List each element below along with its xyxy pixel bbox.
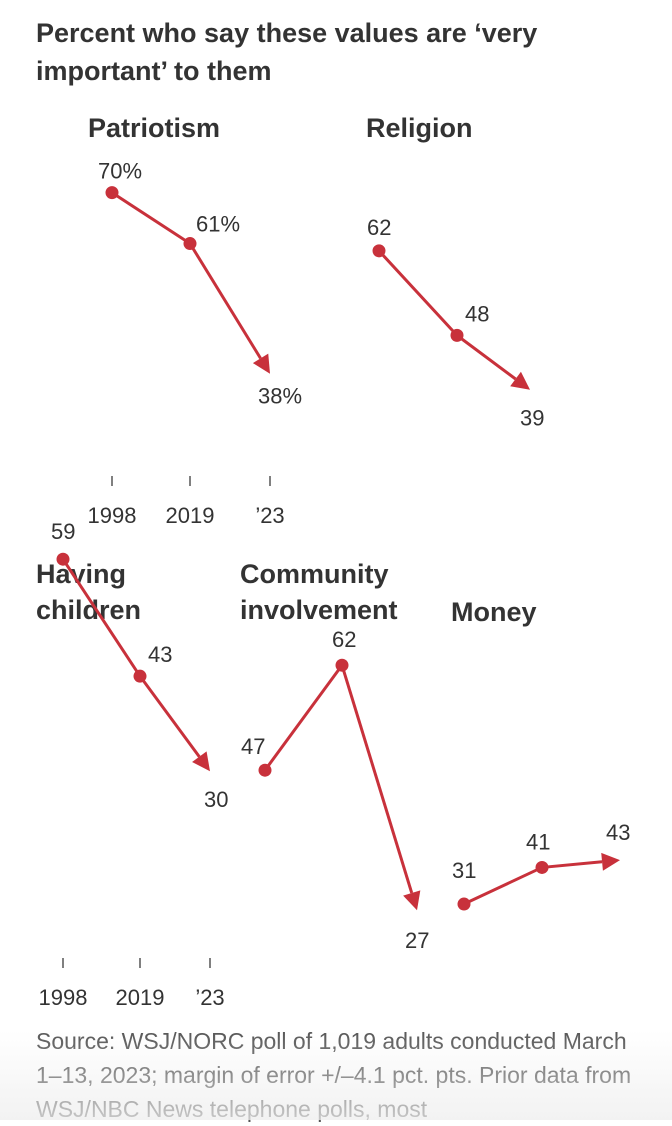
panel-title: Religion — [366, 113, 473, 143]
panel-0: Patriotism 70% 61% 38% 1998 2019 ’23 — [88, 113, 303, 528]
source-note: Source: WSJ/NORC poll of 1,019 adults co… — [36, 1028, 632, 1122]
arrowhead — [192, 751, 210, 772]
series-line — [61, 558, 142, 677]
panel-title: Community — [240, 559, 389, 589]
series-line — [463, 866, 543, 906]
data-label: 70% — [98, 159, 142, 184]
data-point — [457, 897, 471, 911]
data-point — [372, 244, 386, 258]
arrowhead — [403, 890, 421, 911]
x-tick-label: ’23 — [195, 985, 224, 1010]
series-line — [541, 860, 603, 869]
panel-3: Community involvement 47 62 27 — [240, 559, 429, 953]
data-label: 48 — [465, 301, 489, 326]
data-point — [258, 763, 272, 777]
x-tick-label: 1998 — [39, 985, 88, 1010]
data-label: 43 — [148, 642, 172, 667]
panel-title: involvement — [240, 595, 398, 625]
data-point — [183, 237, 197, 251]
chart-title: Percent who say these values are ‘very i… — [36, 18, 538, 86]
series-line — [111, 191, 191, 245]
arrowhead — [601, 852, 620, 871]
x-tick-label: ’23 — [255, 503, 284, 528]
series-line — [188, 242, 262, 360]
series-line — [138, 675, 201, 758]
series-line — [377, 249, 459, 337]
series-line — [263, 664, 344, 772]
x-tick-label: 2019 — [116, 985, 165, 1010]
data-point — [105, 186, 119, 200]
data-label: 31 — [452, 858, 476, 883]
data-label: 27 — [405, 928, 429, 953]
x-tick-label: 2019 — [166, 503, 215, 528]
panel-1: Religion 62 48 39 — [366, 113, 544, 431]
data-label: 62 — [332, 627, 356, 652]
arrowhead — [510, 371, 530, 390]
data-label: 38% — [258, 384, 302, 409]
panel-title: Patriotism — [88, 113, 220, 143]
data-point — [56, 552, 70, 566]
data-label: 62 — [367, 215, 391, 240]
x-tick-label: 1998 — [88, 503, 137, 528]
data-label: 30 — [204, 787, 228, 812]
data-point — [133, 669, 147, 683]
series-line — [340, 664, 414, 894]
series-line — [456, 334, 517, 381]
panel-4: Money 31 41 43 — [451, 597, 630, 911]
data-label: 43 — [606, 820, 630, 845]
data-label: 41 — [526, 829, 550, 854]
data-label: 47 — [241, 734, 265, 759]
data-point — [535, 860, 549, 874]
panel-title: Money — [451, 597, 537, 627]
data-label: 61% — [196, 212, 240, 237]
data-label: 59 — [51, 519, 75, 544]
data-label: 39 — [520, 406, 544, 431]
data-point — [335, 658, 349, 672]
data-point — [450, 328, 464, 342]
arrowhead — [252, 353, 270, 374]
